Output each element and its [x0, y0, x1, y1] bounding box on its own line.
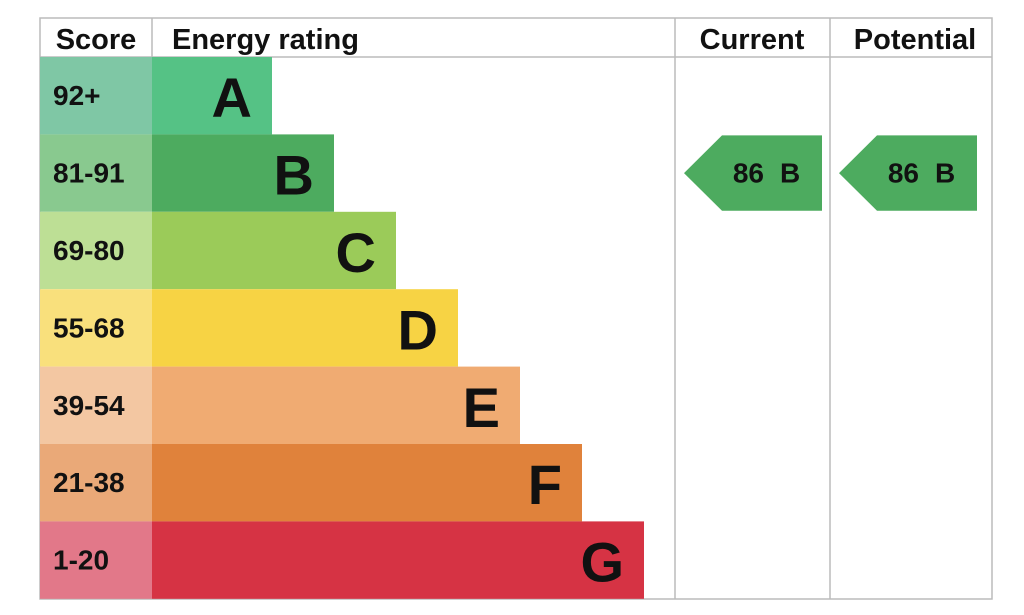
score-label: 21-38 [53, 467, 125, 498]
rating-bar [152, 521, 644, 599]
rating-letter: G [580, 531, 624, 594]
rating-bar [152, 211, 396, 290]
current-value: 86 [733, 158, 764, 189]
rating-letter: B [274, 144, 314, 207]
potential-letter: B [935, 158, 955, 189]
rating-bar [152, 366, 520, 444]
score-label: 81-91 [53, 158, 125, 189]
rating-letter: D [398, 298, 438, 361]
rating-letter: E [463, 376, 500, 439]
score-label: 39-54 [53, 390, 125, 421]
score-label: 1-20 [53, 545, 109, 576]
rating-bar [152, 134, 334, 212]
header-energy-rating: Energy rating [172, 24, 359, 56]
current-letter: B [780, 158, 800, 189]
rating-letter: C [336, 221, 376, 284]
rating-bar [152, 444, 582, 522]
score-cell [40, 134, 152, 212]
rating-bar [152, 57, 272, 135]
rating-bar [152, 289, 458, 367]
score-cell [40, 289, 152, 367]
rating-letter: A [212, 66, 252, 129]
score-cell [40, 444, 152, 522]
potential-arrow [839, 135, 977, 211]
score-cell [40, 211, 152, 290]
score-cell [40, 521, 152, 599]
potential-value: 86 [888, 158, 919, 189]
header-current: Current [700, 24, 805, 56]
current-arrow [684, 135, 822, 211]
score-label: 55-68 [53, 312, 125, 343]
score-label: 69-80 [53, 235, 125, 266]
score-cell [40, 366, 152, 444]
score-cell [40, 57, 152, 135]
score-label: 92+ [53, 80, 101, 111]
rating-letter: F [528, 453, 562, 516]
header-score: Score [56, 24, 137, 56]
header-potential: Potential [854, 24, 976, 56]
